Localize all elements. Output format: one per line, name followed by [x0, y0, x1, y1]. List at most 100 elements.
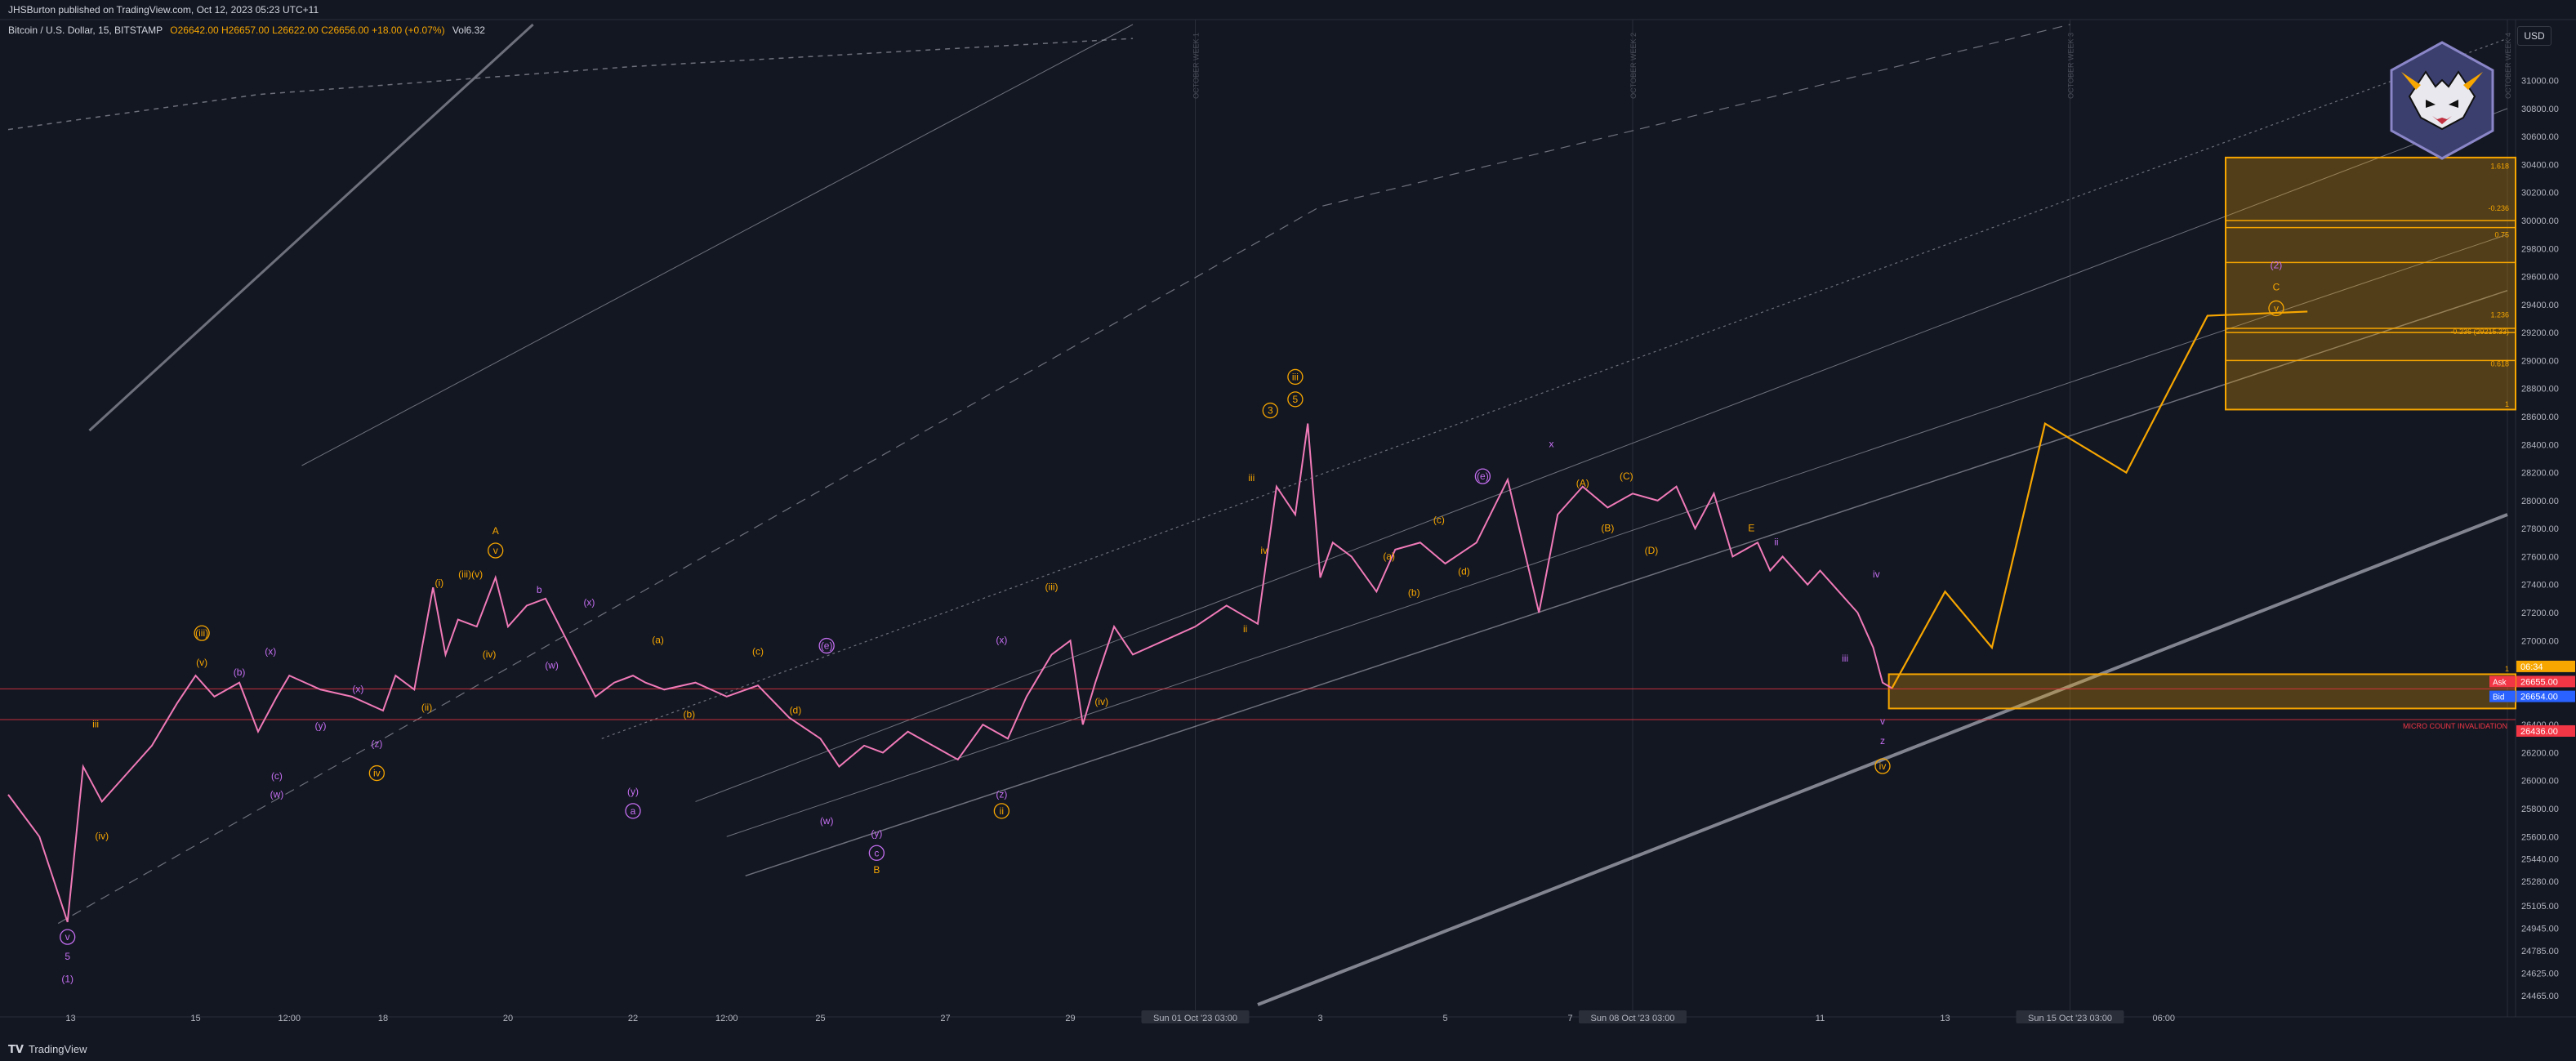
- channel-line: [695, 108, 2508, 802]
- wave-label-circle: [60, 929, 76, 945]
- wave-label: (z): [371, 738, 382, 750]
- fib-label: 1: [2505, 400, 2509, 408]
- wave-label: (C): [1620, 470, 1633, 482]
- fib-label: 0.75: [2494, 231, 2509, 239]
- price-tick-label: 26200.00: [2521, 748, 2559, 758]
- wave-label: (y): [315, 720, 327, 731]
- price-tag-box: [2516, 690, 2575, 702]
- week-marker-label: OCTOBER WEEK 2: [1629, 33, 1638, 99]
- invalidation-label: MICRO COUNT INVALIDATION: [2403, 722, 2507, 730]
- price-tick-label: 27800.00: [2521, 524, 2559, 534]
- wave-label: c: [874, 847, 879, 858]
- wave-label-circle: [194, 625, 210, 641]
- wave-label: (x): [265, 645, 276, 657]
- channel-line: [601, 38, 2508, 739]
- wave-label: (b): [684, 709, 696, 720]
- fib-label: 1.618: [2490, 163, 2509, 171]
- price-tick-label: 29400.00: [2521, 301, 2559, 310]
- wave-label: x: [1549, 439, 1554, 450]
- symbol-name: Bitcoin / U.S. Dollar, 15, BITSTAMP: [8, 25, 163, 36]
- time-tick-box: [2016, 1010, 2124, 1023]
- fib-label: 0.618: [2490, 359, 2509, 368]
- wave-label: (v): [196, 657, 207, 668]
- wave-label: (w): [545, 660, 559, 671]
- wave-label: (x): [352, 684, 363, 695]
- wave-label: (iv): [483, 649, 497, 660]
- price-tick-label: 29200.00: [2521, 328, 2559, 338]
- wave-label: (w): [270, 788, 284, 800]
- wave-label-circle: [1287, 391, 1304, 408]
- channel-line: [88, 23, 534, 432]
- time-tick-label: 15: [190, 1014, 200, 1023]
- fib-label: 1: [2505, 665, 2509, 673]
- price-tick-label: 29600.00: [2521, 273, 2559, 283]
- time-tick-label: 7: [1567, 1014, 1572, 1023]
- wave-label: (D): [1645, 545, 1659, 556]
- price-tick-label: 30200.00: [2521, 189, 2559, 198]
- wave-label-circle: [625, 803, 641, 819]
- currency-button[interactable]: USD: [2517, 26, 2551, 46]
- price-tick-label: 25280.00: [2521, 877, 2559, 887]
- price-tick-label: 28000.00: [2521, 497, 2559, 506]
- symbol-legend[interactable]: Bitcoin / U.S. Dollar, 15, BITSTAMP O266…: [8, 25, 485, 36]
- wave-label-circle: [368, 765, 386, 782]
- wave-label: (x): [996, 635, 1007, 646]
- wave-label-circle: [2268, 300, 2284, 317]
- price-tag-label: 26436.00: [2520, 727, 2558, 737]
- time-tick-label: 5: [1442, 1014, 1447, 1023]
- wave-label: (z): [996, 788, 1007, 800]
- tradingview-brand[interactable]: 𝗧𝗩 TradingView: [8, 1043, 87, 1055]
- price-tick-label: 30600.00: [2521, 132, 2559, 142]
- price-series: [7, 423, 1892, 923]
- wave-label: iii: [1248, 472, 1255, 484]
- price-tick-label: 25105.00: [2521, 902, 2559, 912]
- price-tick-label: 25440.00: [2521, 855, 2559, 865]
- price-tick-label: 27600.00: [2521, 552, 2559, 562]
- channel-line: [745, 290, 2508, 876]
- price-tick-label: 28200.00: [2521, 469, 2559, 479]
- time-tick-label: Sun 15 Oct '23 03:00: [2028, 1014, 2112, 1023]
- time-tick-label: 12:00: [715, 1014, 738, 1023]
- price-tag-label: 26654.00: [2520, 693, 2558, 702]
- time-axis[interactable]: 13 15 12:00 18 20 22 12:00 25 27 29 Sun 01 Oct '23…: [65, 1010, 2175, 1023]
- wave-label: (B): [1601, 523, 1614, 534]
- price-tick-label: 31000.00: [2521, 77, 2559, 87]
- wave-label: iv: [373, 768, 381, 779]
- time-tick-label: 13: [1940, 1014, 1950, 1023]
- price-tick-label: 28600.00: [2521, 412, 2559, 422]
- wolf-logo-icon: [2385, 39, 2499, 162]
- price-tick-label: 30400.00: [2521, 160, 2559, 170]
- wave-label: (iv): [95, 831, 109, 842]
- time-tick-label: 06:00: [2152, 1014, 2175, 1023]
- wave-label-circle: [488, 542, 504, 559]
- wave-label-circle: [1474, 468, 1491, 484]
- price-tick-label: 28400.00: [2521, 440, 2559, 450]
- channel-line: [726, 234, 2508, 837]
- price-axis[interactable]: 31000.00 30800.00 30600.00 30400.00 30200.00…: [2521, 77, 2559, 1001]
- time-tick-label: Sun 01 Oct '23 03:00: [1153, 1014, 1237, 1023]
- lower-support-zone: [1887, 673, 2516, 710]
- projection-line: [1891, 310, 2308, 689]
- wave-label: iv: [1873, 568, 1880, 580]
- price-tick-label: 27000.00: [2521, 636, 2559, 646]
- wave-label: E: [1748, 523, 1754, 534]
- week-marker-label: OCTOBER WEEK 3: [2067, 33, 2075, 99]
- wave-label: (b): [1408, 586, 1420, 598]
- fib-label: -0.236: [2488, 204, 2509, 212]
- tradingview-logo-icon: 𝗧𝗩: [8, 1043, 24, 1055]
- wave-label: iv: [1879, 760, 1887, 772]
- wave-label: (e): [1477, 470, 1489, 482]
- time-tick-box: [1579, 1010, 1687, 1023]
- wave-label: iii: [1292, 371, 1299, 382]
- wave-label: b: [537, 584, 542, 595]
- wave-labels: (1)5viii(iv)(iii)(v)(b)(x)(c)(w)(x)(y)(z…: [60, 259, 2284, 985]
- price-tick-label: 24465.00: [2521, 992, 2559, 1001]
- channel-line: [57, 24, 2070, 925]
- price-tick-label: 26000.00: [2521, 777, 2559, 787]
- price-tick-label: 24625.00: [2521, 969, 2559, 979]
- wave-label: (iii): [195, 627, 208, 639]
- wave-label: (d): [1458, 566, 1470, 577]
- week-marker-label: OCTOBER WEEK 4: [2504, 33, 2512, 99]
- wave-label: 5: [1293, 394, 1299, 405]
